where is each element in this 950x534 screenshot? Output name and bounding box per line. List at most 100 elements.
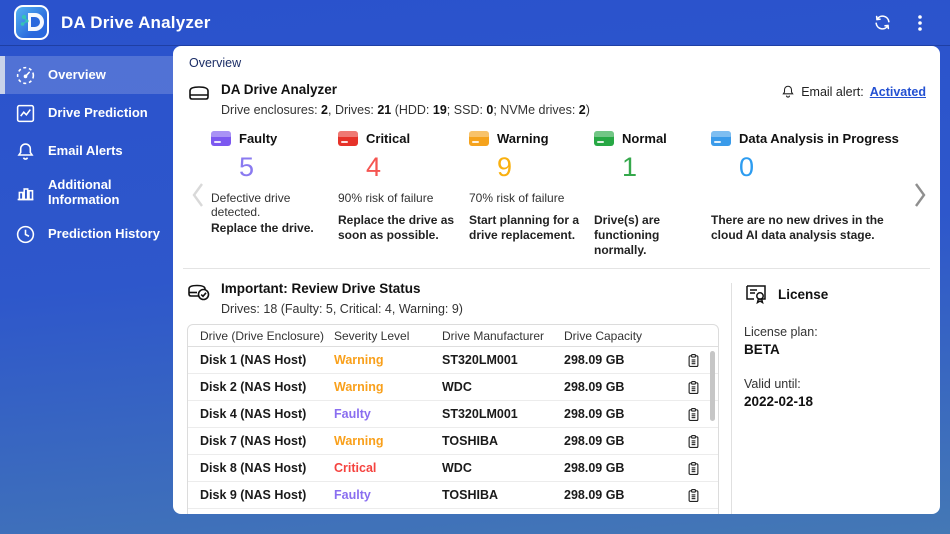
table-header-row: Drive (Drive Enclosure) Severity Level Dri… (188, 325, 718, 347)
app-logo-icon (14, 5, 49, 40)
kebab-menu-icon[interactable] (910, 13, 930, 33)
status-card-desc-1: Defective drive detected. (211, 191, 291, 219)
summary-segment: Drive enclosures: (221, 103, 322, 117)
sidebar: Overview Drive Prediction Email Alerts Addi… (0, 46, 173, 534)
column-header-drive-capacity: Drive Capacity (564, 328, 643, 343)
summary-segment: 0 (486, 103, 494, 117)
sidebar-item-overview[interactable]: Overview (0, 56, 173, 94)
cell-severity: Faulty (334, 407, 371, 421)
status-card-label: Critical (366, 131, 411, 146)
carousel-prev-icon[interactable] (187, 131, 209, 258)
column-header-severity-level: Severity Level (334, 328, 410, 343)
data-analysis-in-progress-drive-icon (711, 131, 731, 146)
cell-actions (662, 513, 718, 514)
drive-status-table: Drive (Drive Enclosure) Severity Level Dri… (187, 324, 719, 514)
drive-status-title: Important: Review Drive Status (221, 281, 421, 296)
summary-segment: 19 (432, 103, 447, 117)
cell-capacity: 298.09 GB (564, 434, 625, 448)
summary-segment: ; NVMe drives: (493, 103, 579, 117)
summary-segment: ; SSD: (446, 103, 487, 117)
drive-details-clipboard-icon[interactable] (684, 378, 702, 396)
table-row-partial (188, 509, 718, 514)
status-card-desc-1: 90% risk of failure (338, 191, 434, 205)
gauge-icon (14, 64, 36, 86)
app-header: DA Drive Analyzer (0, 0, 950, 46)
refresh-icon[interactable] (872, 13, 892, 33)
cell-capacity: 298.09 GB (564, 488, 625, 502)
bell-icon (14, 140, 36, 162)
cell-capacity: 298.09 GB (564, 380, 625, 394)
status-card-warning: Warning 9 70% risk of failure Start plannin… (467, 131, 592, 258)
summary-segment: 2 (578, 103, 586, 117)
cell-manufacturer: ST320LM001 (442, 407, 518, 421)
status-card-normal: Normal 1 Drive(s) are functioning normally… (592, 131, 709, 258)
drive-enclosure-icon (187, 83, 211, 103)
license-title: License (778, 286, 829, 302)
status-card-label: Normal (622, 131, 667, 146)
status-card-header: Critical (338, 131, 457, 146)
status-card-count: 1 (622, 152, 638, 182)
cell-capacity: 298.09 GB (564, 353, 625, 367)
summary-segment: (HDD: (391, 103, 433, 117)
drive-details-clipboard-icon[interactable] (684, 486, 702, 504)
sidebar-item-additional-information[interactable]: Additional Information (0, 170, 173, 216)
table-row: Disk 1 (NAS Host) Warning ST320LM001 298.09… (188, 347, 718, 374)
status-card-desc-2: There are no new drives in the cloud AI … (711, 213, 884, 242)
email-alert-activated-link[interactable]: Activated (869, 84, 926, 99)
sidebar-item-label: Email Alerts (48, 142, 123, 158)
status-card-count: 0 (739, 152, 755, 182)
cell-drive: Disk 9 (NAS Host) (200, 488, 307, 502)
drive-details-clipboard-icon[interactable] (684, 459, 702, 477)
cell-capacity: 298.09 GB (564, 461, 625, 475)
drive-details-clipboard-icon[interactable] (684, 513, 702, 514)
cell-severity: Critical (334, 461, 377, 475)
cell-drive: Disk 4 (NAS Host) (200, 407, 307, 421)
cell-manufacturer: ST320LM001 (442, 353, 518, 367)
faulty-drive-icon (211, 131, 231, 146)
critical-drive-icon (338, 131, 358, 146)
status-card-count: 5 (239, 152, 255, 182)
cell-drive: Disk 1 (NAS Host) (200, 353, 307, 367)
drive-check-icon (187, 282, 211, 302)
drive-details-clipboard-icon[interactable] (684, 432, 702, 450)
status-card-header: Warning (469, 131, 582, 146)
table-row: Disk 2 (NAS Host) Warning WDC 298.09 GB (188, 374, 718, 401)
cell-severity: Warning (334, 353, 384, 367)
main-content: Overview DA Drive Analyzer Drive enclosu… (173, 46, 940, 514)
cell-severity: Faulty (334, 488, 371, 502)
status-card-data-analysis-in-progress: Data Analysis in Progress 0 There are no n… (709, 131, 909, 258)
status-card-desc-2: Replace the drive as soon as possible. (338, 213, 455, 242)
sidebar-item-label: Prediction History (48, 226, 160, 242)
carousel-next-icon[interactable] (909, 131, 931, 258)
summary-title: DA Drive Analyzer (221, 82, 338, 97)
status-card-desc-2: Replace the drive. (211, 221, 314, 235)
email-alert-label: Email alert: (801, 84, 864, 99)
status-card-desc-2: Start planning for a drive replacement. (469, 213, 580, 242)
status-card-header: Data Analysis in Progress (711, 131, 899, 146)
cell-manufacturer: WDC (442, 461, 472, 475)
line-chart-icon (14, 102, 36, 124)
cell-actions (662, 405, 718, 423)
sidebar-item-email-alerts[interactable]: Email Alerts (0, 132, 173, 170)
vertical-divider (731, 283, 732, 514)
cell-actions (662, 459, 718, 477)
bell-icon (781, 84, 795, 99)
sidebar-item-prediction-history[interactable]: Prediction History (0, 216, 173, 254)
cell-actions (662, 486, 718, 504)
status-card-desc-2: Drive(s) are functioning normally. (594, 213, 661, 257)
status-card-label: Faulty (239, 131, 278, 146)
cell-manufacturer: TOSHIBA (442, 434, 499, 448)
cell-drive: Disk 8 (NAS Host) (200, 461, 307, 475)
sidebar-item-label: Additional Information (48, 177, 120, 207)
cell-manufacturer: TOSHIBA (442, 488, 499, 502)
table-row: Disk 7 (NAS Host) Warning TOSHIBA 298.09 GB (188, 428, 718, 455)
warning-drive-icon (469, 131, 489, 146)
status-cards: Faulty 5 Defective drive detected. Replace … (209, 131, 909, 258)
sidebar-item-drive-prediction[interactable]: Drive Prediction (0, 94, 173, 132)
drive-details-clipboard-icon[interactable] (684, 351, 702, 369)
enclosure-summary: Drive enclosures: 2, Drives: 21 (HDD: 19… (221, 103, 590, 117)
drive-status-subtitle: Drives: 18 (Faulty: 5, Critical: 4, Warn… (221, 302, 463, 316)
cell-actions (662, 351, 718, 369)
drive-details-clipboard-icon[interactable] (684, 405, 702, 423)
table-scrollbar[interactable] (710, 351, 715, 421)
